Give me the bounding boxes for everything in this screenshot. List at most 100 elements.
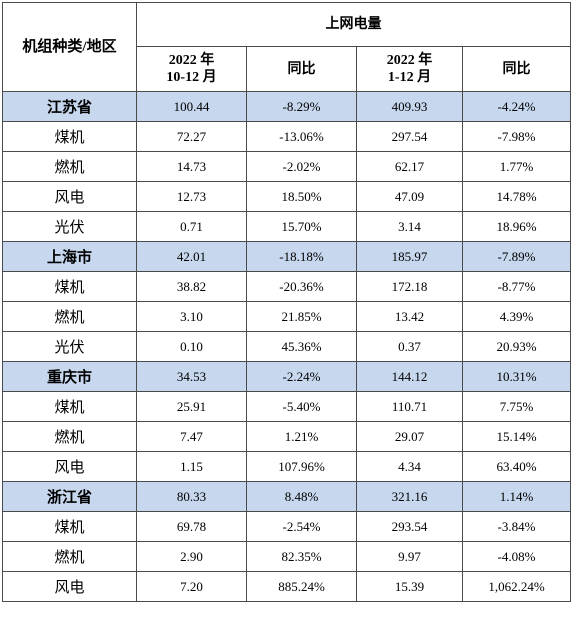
annual-yoy-cell: -7.89% xyxy=(462,241,571,272)
row-name-cell: 上海市 xyxy=(2,241,137,272)
q4-yoy-cell: 107.96% xyxy=(246,451,357,482)
table-body: 江苏省 100.44 -8.29% 409.93 -4.24% 煤机 72.27 -13.06… xyxy=(2,91,571,602)
q4-yoy-cell: 21.85% xyxy=(246,301,357,332)
q4-generation-cell: 0.10 xyxy=(136,331,247,362)
q4-generation-cell: 14.73 xyxy=(136,151,247,182)
row-name-cell: 重庆市 xyxy=(2,361,137,392)
period2-range: 1-12 月 xyxy=(387,70,432,85)
row-name-cell: 浙江省 xyxy=(2,481,137,512)
unit-type-row: 光伏 0.10 45.36% 0.37 20.93% xyxy=(2,331,571,362)
annual-generation-cell: 9.97 xyxy=(356,541,463,572)
annual-generation-cell: 297.54 xyxy=(356,121,463,152)
annual-yoy-cell: 63.40% xyxy=(462,451,571,482)
header-row-periods: 2022 年 10-12 月 同比 2022 年 1-12 月 同比 xyxy=(3,46,571,92)
row-name-cell: 燃机 xyxy=(2,541,137,572)
annual-generation-cell: 0.37 xyxy=(356,331,463,362)
annual-generation-cell: 62.17 xyxy=(356,151,463,182)
category-header: 机组种类/地区 xyxy=(2,2,137,92)
unit-type-row: 煤机 38.82 -20.36% 172.18 -8.77% xyxy=(2,271,571,302)
region-row: 重庆市 34.53 -2.24% 144.12 10.31% xyxy=(2,361,571,392)
annual-yoy-cell: 14.78% xyxy=(462,181,571,212)
annual-yoy-cell: 4.39% xyxy=(462,301,571,332)
q4-yoy-cell: 1.21% xyxy=(246,421,357,452)
q4-generation-cell: 100.44 xyxy=(136,91,247,122)
q4-generation-cell: 25.91 xyxy=(136,391,247,422)
unit-type-row: 煤机 72.27 -13.06% 297.54 -7.98% xyxy=(2,121,571,152)
annual-generation-cell: 3.14 xyxy=(356,211,463,242)
annual-generation-cell: 185.97 xyxy=(356,241,463,272)
yoy1-header: 同比 xyxy=(246,46,357,92)
region-row: 江苏省 100.44 -8.29% 409.93 -4.24% xyxy=(2,91,571,122)
power-generation-table: 机组种类/地区 上网电量 2022 年 10-12 月 同比 2022 年 1-… xyxy=(2,2,571,602)
annual-yoy-cell: 15.14% xyxy=(462,421,571,452)
unit-type-row: 燃机 3.10 21.85% 13.42 4.39% xyxy=(2,301,571,332)
annual-generation-cell: 29.07 xyxy=(356,421,463,452)
annual-yoy-cell: 7.75% xyxy=(462,391,571,422)
annual-yoy-cell: -4.08% xyxy=(462,541,571,572)
table-header: 机组种类/地区 上网电量 2022 年 10-12 月 同比 2022 年 1-… xyxy=(2,2,571,92)
region-row: 上海市 42.01 -18.18% 185.97 -7.89% xyxy=(2,241,571,272)
annual-yoy-cell: 1,062.24% xyxy=(462,571,571,602)
annual-yoy-cell: 18.96% xyxy=(462,211,571,242)
annual-yoy-cell: -4.24% xyxy=(462,91,571,122)
q4-yoy-cell: 18.50% xyxy=(246,181,357,212)
unit-type-row: 煤机 25.91 -5.40% 110.71 7.75% xyxy=(2,391,571,422)
row-name-cell: 燃机 xyxy=(2,151,137,182)
q4-generation-cell: 72.27 xyxy=(136,121,247,152)
unit-type-row: 风电 1.15 107.96% 4.34 63.40% xyxy=(2,451,571,482)
q4-yoy-cell: -2.24% xyxy=(246,361,357,392)
q4-generation-cell: 12.73 xyxy=(136,181,247,212)
q4-yoy-cell: 8.48% xyxy=(246,481,357,512)
q4-generation-cell: 69.78 xyxy=(136,511,247,542)
yoy2-header: 同比 xyxy=(462,46,571,92)
q4-generation-cell: 34.53 xyxy=(136,361,247,392)
period1-header: 2022 年 10-12 月 xyxy=(136,46,247,92)
row-name-cell: 风电 xyxy=(2,451,137,482)
period2-header: 2022 年 1-12 月 xyxy=(356,46,463,92)
q4-generation-cell: 42.01 xyxy=(136,241,247,272)
unit-type-row: 煤机 69.78 -2.54% 293.54 -3.84% xyxy=(2,511,571,542)
period1-range: 10-12 月 xyxy=(166,70,217,85)
annual-generation-cell: 110.71 xyxy=(356,391,463,422)
q4-generation-cell: 3.10 xyxy=(136,301,247,332)
annual-yoy-cell: 10.31% xyxy=(462,361,571,392)
q4-generation-cell: 7.47 xyxy=(136,421,247,452)
q4-generation-cell: 7.20 xyxy=(136,571,247,602)
grid-power-header: 上网电量 xyxy=(136,2,571,47)
q4-yoy-cell: 82.35% xyxy=(246,541,357,572)
row-name-cell: 风电 xyxy=(2,571,137,602)
annual-generation-cell: 47.09 xyxy=(356,181,463,212)
row-name-cell: 煤机 xyxy=(2,511,137,542)
q4-generation-cell: 2.90 xyxy=(136,541,247,572)
annual-generation-cell: 13.42 xyxy=(356,301,463,332)
annual-yoy-cell: -7.98% xyxy=(462,121,571,152)
annual-yoy-cell: -3.84% xyxy=(462,511,571,542)
q4-generation-cell: 0.71 xyxy=(136,211,247,242)
period2-year: 2022 年 xyxy=(386,53,433,68)
region-row: 浙江省 80.33 8.48% 321.16 1.14% xyxy=(2,481,571,512)
row-name-cell: 江苏省 xyxy=(2,91,137,122)
q4-yoy-cell: -18.18% xyxy=(246,241,357,272)
unit-type-row: 燃机 2.90 82.35% 9.97 -4.08% xyxy=(2,541,571,572)
q4-yoy-cell: 885.24% xyxy=(246,571,357,602)
row-name-cell: 煤机 xyxy=(2,391,137,422)
q4-yoy-cell: -8.29% xyxy=(246,91,357,122)
row-name-cell: 燃机 xyxy=(2,301,137,332)
q4-yoy-cell: 45.36% xyxy=(246,331,357,362)
q4-yoy-cell: -2.54% xyxy=(246,511,357,542)
annual-yoy-cell: 20.93% xyxy=(462,331,571,362)
q4-generation-cell: 38.82 xyxy=(136,271,247,302)
row-name-cell: 光伏 xyxy=(2,211,137,242)
annual-generation-cell: 144.12 xyxy=(356,361,463,392)
period1-year: 2022 年 xyxy=(168,53,215,68)
unit-type-row: 风电 7.20 885.24% 15.39 1,062.24% xyxy=(2,571,571,602)
annual-yoy-cell: -8.77% xyxy=(462,271,571,302)
annual-yoy-cell: 1.14% xyxy=(462,481,571,512)
row-name-cell: 光伏 xyxy=(2,331,137,362)
row-name-cell: 风电 xyxy=(2,181,137,212)
q4-generation-cell: 80.33 xyxy=(136,481,247,512)
row-name-cell: 燃机 xyxy=(2,421,137,452)
q4-yoy-cell: -20.36% xyxy=(246,271,357,302)
q4-yoy-cell: -13.06% xyxy=(246,121,357,152)
header-row-group: 机组种类/地区 上网电量 xyxy=(2,2,571,92)
